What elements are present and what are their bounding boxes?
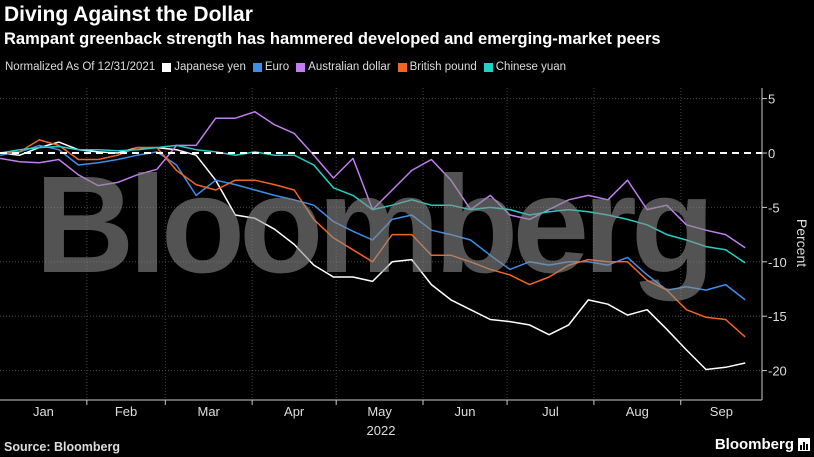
legend: Normalized As Of 12/31/2021 Japanese yen… [5,61,566,73]
series-line-chinese-yuan [0,144,746,264]
legend-item: Australian dollar [296,61,391,73]
x-tick-label: Jun [455,404,476,419]
x-tick-label: Jul [542,404,559,419]
legend-swatch [162,62,172,72]
legend-swatch [296,62,306,72]
x-tick-label: Feb [115,404,137,419]
y-tick-label: -15 [768,309,787,324]
legend-label: Chinese yuan [495,61,567,73]
y-tick-label: -20 [768,364,787,379]
watermark: Bloomberg [35,148,709,302]
y-axis-label: Percent [794,219,810,267]
x-tick-label: Mar [198,404,221,419]
legend-label: Euro [264,61,290,73]
legend-note: Normalized As Of 12/31/2021 [5,61,156,73]
bar-chart-icon [798,438,810,451]
legend-label: British pound [409,61,477,73]
legend-swatch [252,62,262,72]
series-line-euro [0,144,746,301]
x-tick-label: Apr [284,404,305,419]
y-tick-label: -10 [768,255,787,270]
y-tick-label: 0 [768,146,775,161]
legend-item: Japanese yen [162,61,246,73]
source-note: Source: Bloomberg [4,440,120,454]
legend-swatch [483,62,493,72]
legend-item: Euro [252,61,290,73]
chart-title: Diving Against the Dollar [4,3,253,26]
y-tick-label: -5 [768,200,780,215]
series-line-japanese-yen [0,141,746,371]
legend-item: British pound [397,61,477,73]
brand-logo: Bloomberg [714,436,794,453]
legend-label: Australian dollar [308,61,391,73]
chart-subtitle: Rampant greenback strength has hammered … [4,30,661,48]
legend-item: Chinese yuan [483,61,567,73]
x-tick-label: Sep [710,404,733,419]
legend-swatch [397,62,407,72]
y-tick-label: 5 [768,92,775,107]
x-tick-label: Aug [626,404,649,419]
legend-label: Japanese yen [174,61,246,73]
x-tick-label: Jan [33,404,54,419]
x-tick-label: May [367,404,392,419]
x-axis-label: 2022 [367,423,396,438]
